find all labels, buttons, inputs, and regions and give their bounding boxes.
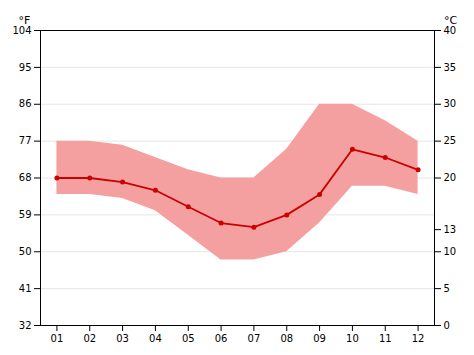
svg-text:5: 5 xyxy=(444,283,450,294)
svg-text:08: 08 xyxy=(280,333,293,344)
svg-text:06: 06 xyxy=(215,333,228,344)
svg-text:09: 09 xyxy=(313,333,326,344)
svg-text:77: 77 xyxy=(19,135,32,146)
svg-text:°F: °F xyxy=(19,14,31,27)
svg-text:12: 12 xyxy=(412,333,425,344)
svg-text:°C: °C xyxy=(444,14,458,27)
svg-text:05: 05 xyxy=(182,333,195,344)
svg-text:95: 95 xyxy=(19,62,32,73)
svg-text:59: 59 xyxy=(19,209,32,220)
svg-text:04: 04 xyxy=(149,333,162,344)
svg-text:02: 02 xyxy=(83,333,96,344)
svg-text:50: 50 xyxy=(19,246,32,257)
svg-text:32: 32 xyxy=(19,320,32,331)
svg-text:10: 10 xyxy=(444,246,457,257)
svg-text:0: 0 xyxy=(444,320,450,331)
svg-text:20: 20 xyxy=(444,172,457,183)
svg-text:41: 41 xyxy=(19,283,32,294)
svg-text:30: 30 xyxy=(444,98,457,109)
svg-text:86: 86 xyxy=(19,98,32,109)
svg-text:13: 13 xyxy=(444,224,457,235)
svg-text:40: 40 xyxy=(443,24,457,36)
svg-text:03: 03 xyxy=(116,333,129,344)
svg-text:25: 25 xyxy=(444,135,457,146)
svg-text:68: 68 xyxy=(19,172,32,183)
svg-text:07: 07 xyxy=(248,333,261,344)
svg-text:35: 35 xyxy=(444,62,457,73)
svg-text:01: 01 xyxy=(51,333,64,344)
svg-text:10: 10 xyxy=(346,333,359,344)
svg-text:104: 104 xyxy=(12,24,32,36)
svg-text:11: 11 xyxy=(379,333,392,344)
